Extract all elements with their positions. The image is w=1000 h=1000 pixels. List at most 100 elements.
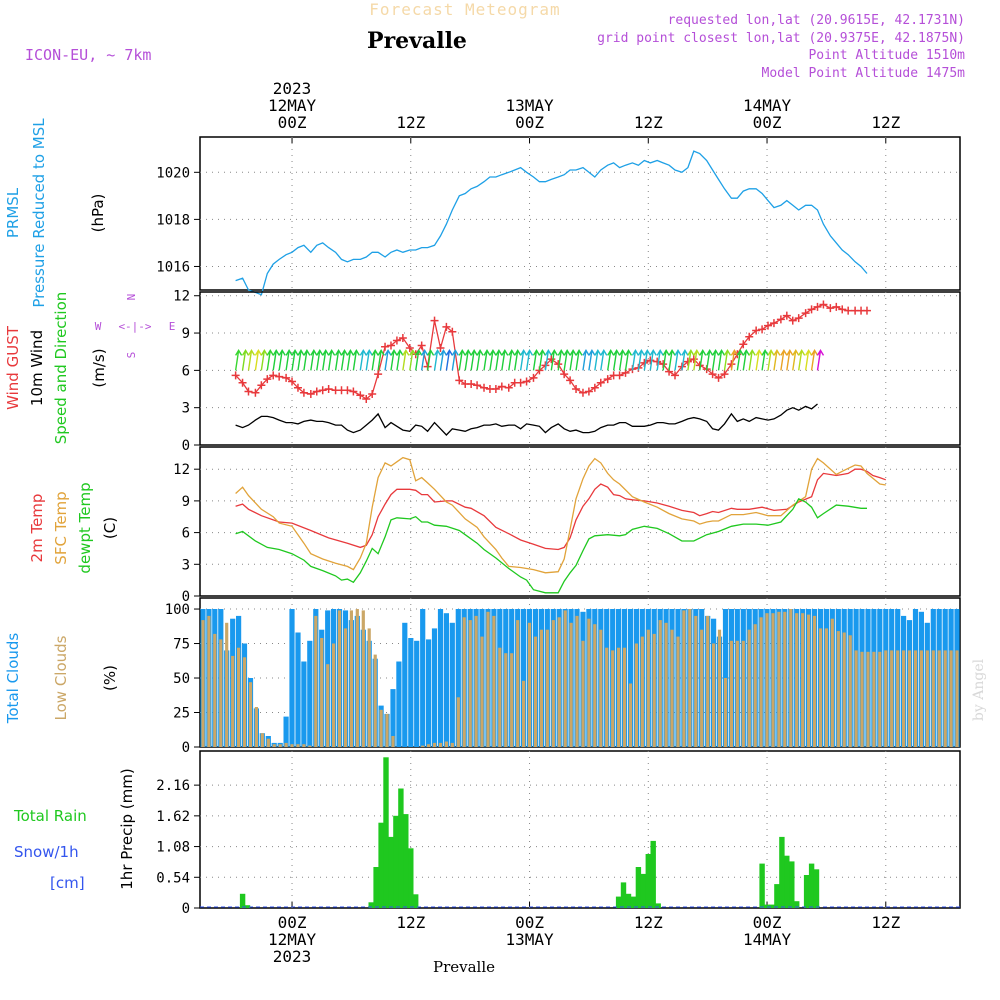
wind-direction-arrow: [519, 349, 528, 371]
clouds-bar: [599, 629, 603, 747]
clouds-bar: [943, 650, 947, 747]
gust-marker: [813, 302, 822, 311]
wind-direction-arrow: [674, 349, 682, 371]
precip-label: 1hr Precip (mm): [118, 768, 136, 889]
pressure-label: PRMSL: [4, 187, 22, 238]
time-label: 00Z: [278, 113, 307, 132]
gust-marker: [769, 319, 778, 328]
precip-bar: [398, 788, 404, 908]
clouds-bar: [272, 744, 276, 747]
clouds-bar: [676, 636, 680, 747]
clouds-bar: [349, 610, 353, 747]
clouds-bar: [278, 744, 282, 747]
wind-direction-arrow: [816, 349, 825, 371]
clouds-bar: [289, 609, 295, 747]
wind-direction-arrow: [736, 349, 744, 371]
clouds-bar: [783, 611, 787, 747]
wind-direction-arrow: [600, 349, 608, 371]
gust-marker: [491, 385, 500, 394]
time-label: 12Z: [634, 113, 663, 132]
clouds-bar: [581, 640, 585, 747]
wind-direction-arrow: [525, 349, 534, 371]
precip-bar: [388, 836, 394, 908]
clouds-bar: [587, 618, 591, 747]
temperature-series-line: [235, 497, 867, 594]
clouds-bar: [437, 609, 444, 747]
wind-direction-arrow: [607, 349, 615, 371]
clouds-bar: [741, 640, 745, 747]
pressure-panel: 1016 1018 1020 PRMSL Pressure Reduced to MSL…: [4, 118, 961, 308]
gust-marker: [244, 387, 253, 396]
y-tick-label: 6: [182, 526, 190, 542]
wind-direction-arrow: [711, 349, 720, 371]
y-tick-label: 12: [173, 289, 190, 305]
precip-bar: [403, 814, 409, 908]
clouds-label: Total Clouds: [4, 633, 22, 725]
wind-direction-arrow: [352, 349, 360, 371]
gust-marker: [566, 376, 575, 385]
clouds-bar: [682, 610, 686, 747]
clouds-bar: [201, 620, 205, 747]
gust-marker: [782, 311, 791, 320]
clouds-bar: [396, 661, 402, 747]
clouds-bar: [622, 647, 627, 747]
wind-direction-arrow: [618, 349, 627, 371]
wind-series-line: [235, 403, 818, 436]
wind-direction-arrow: [748, 349, 756, 371]
gust-marker: [640, 358, 649, 367]
wind-direction-arrow: [755, 349, 763, 371]
time-label: 12Z: [634, 913, 663, 932]
y-tick-label: 12: [173, 462, 190, 478]
clouds-bar: [551, 620, 555, 747]
time-label: 12Z: [871, 913, 900, 932]
wind-direction-arrow: [668, 349, 676, 371]
wind-direction-arrow: [804, 349, 813, 371]
clouds-bar: [569, 622, 573, 747]
compass-s: S: [125, 352, 138, 359]
gust-marker: [819, 300, 828, 309]
precip-bar: [413, 894, 419, 908]
wind-direction-arrow: [439, 349, 448, 371]
gust-marker: [788, 316, 797, 325]
precip-bar: [769, 904, 775, 908]
point-altitude: Point Altitude 1510m: [808, 48, 965, 63]
clouds-bar: [884, 650, 888, 747]
clouds-bar: [545, 629, 549, 747]
gust-marker: [522, 377, 531, 386]
gust-marker: [312, 387, 321, 396]
temperature-series-line: [235, 456, 886, 574]
clouds-bar: [688, 609, 692, 747]
clouds-bar: [949, 650, 953, 747]
clouds-bar: [640, 636, 644, 747]
clouds-bar: [290, 744, 294, 747]
precip-label: [cm]: [50, 874, 85, 892]
y-tick-label: 1018: [156, 212, 190, 228]
time-label: 13MAY: [505, 96, 554, 115]
clouds-bar: [332, 643, 336, 747]
panel-frame: [199, 291, 961, 446]
clouds-bar: [421, 745, 425, 747]
gust-marker: [473, 381, 482, 390]
place-title: Prevalle: [367, 28, 467, 54]
clouds-bar: [747, 629, 751, 747]
wind-direction-arrow: [649, 349, 657, 371]
y-tick-label: 0: [182, 901, 190, 917]
gust-marker: [578, 388, 587, 397]
clouds-bar: [919, 650, 923, 747]
panel-frame: [199, 750, 961, 909]
clouds-bar: [248, 682, 253, 747]
gust-marker: [455, 376, 464, 385]
gust-marker: [714, 373, 723, 382]
gust-marker: [368, 390, 377, 398]
gust-marker: [646, 356, 655, 365]
temperature-label: (C): [101, 517, 119, 539]
clouds-bar: [492, 615, 496, 747]
wind-direction-arrow: [786, 349, 794, 371]
precip-bar: [759, 863, 765, 908]
gust-marker: [442, 322, 451, 331]
wind-direction-arrow: [742, 349, 750, 371]
gust-marker: [436, 343, 445, 352]
wind-direction-arrow: [303, 349, 311, 371]
precip-bar: [393, 815, 399, 908]
gust-marker: [708, 370, 717, 379]
